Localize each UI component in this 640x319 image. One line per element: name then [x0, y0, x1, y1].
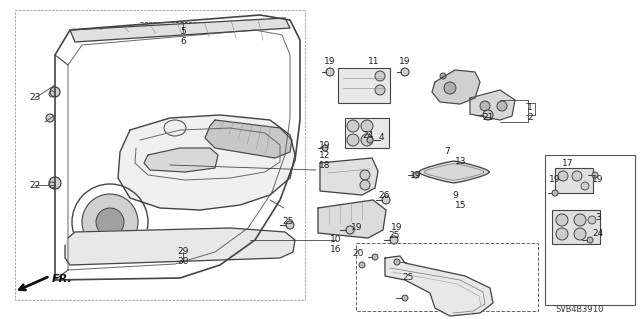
Circle shape: [96, 208, 124, 236]
Text: 19: 19: [324, 57, 336, 66]
Text: 23: 23: [29, 93, 41, 102]
Circle shape: [286, 221, 294, 229]
Circle shape: [347, 120, 359, 132]
Polygon shape: [419, 161, 489, 183]
Circle shape: [556, 214, 568, 226]
Circle shape: [402, 295, 408, 301]
Text: 19: 19: [319, 140, 331, 150]
Circle shape: [322, 145, 328, 151]
Circle shape: [82, 194, 138, 250]
Text: 25: 25: [388, 232, 400, 241]
Text: FR.: FR.: [52, 274, 73, 284]
Text: 24: 24: [593, 228, 604, 238]
Text: 6: 6: [180, 38, 186, 47]
Circle shape: [574, 214, 586, 226]
Text: 18: 18: [319, 160, 331, 169]
Bar: [555, 168, 593, 193]
Text: 3: 3: [595, 213, 601, 222]
Text: 19: 19: [399, 57, 411, 66]
Text: 2: 2: [527, 114, 533, 122]
Text: 24: 24: [362, 131, 374, 140]
Text: 7: 7: [444, 147, 450, 157]
Polygon shape: [432, 70, 480, 104]
Polygon shape: [318, 200, 386, 238]
Polygon shape: [65, 228, 295, 265]
Text: 26: 26: [378, 191, 390, 201]
Text: 9: 9: [452, 191, 458, 201]
Text: 19: 19: [592, 175, 604, 184]
Circle shape: [367, 137, 373, 143]
Text: 20: 20: [352, 249, 364, 257]
Polygon shape: [70, 18, 290, 42]
Text: 29: 29: [177, 248, 189, 256]
Circle shape: [375, 85, 385, 95]
Circle shape: [50, 87, 60, 97]
Text: 4: 4: [378, 133, 384, 143]
Circle shape: [361, 134, 373, 146]
Circle shape: [592, 172, 598, 178]
Text: 30: 30: [177, 257, 189, 266]
Bar: [552, 210, 600, 244]
Circle shape: [581, 182, 589, 190]
Text: 16: 16: [330, 244, 342, 254]
Polygon shape: [144, 148, 218, 172]
Text: 19: 19: [410, 170, 422, 180]
Circle shape: [375, 71, 385, 81]
Circle shape: [497, 101, 507, 111]
Circle shape: [588, 216, 596, 224]
Bar: [356, 243, 538, 311]
Text: 11: 11: [368, 57, 380, 66]
Circle shape: [574, 228, 586, 240]
Circle shape: [347, 134, 359, 146]
Text: 19: 19: [391, 224, 403, 233]
Text: 22: 22: [29, 181, 40, 189]
Text: 21: 21: [483, 114, 493, 122]
Text: 12: 12: [319, 151, 331, 160]
Circle shape: [372, 254, 378, 260]
Circle shape: [359, 262, 365, 268]
Text: 1: 1: [527, 103, 533, 113]
Polygon shape: [118, 115, 295, 210]
Circle shape: [49, 177, 61, 189]
Circle shape: [480, 101, 490, 111]
Polygon shape: [470, 90, 515, 120]
Circle shape: [360, 180, 370, 190]
Bar: [345, 118, 389, 148]
Circle shape: [401, 68, 409, 76]
Text: 15: 15: [455, 202, 467, 211]
Circle shape: [444, 82, 456, 94]
Circle shape: [394, 259, 400, 265]
Text: 13: 13: [455, 158, 467, 167]
Polygon shape: [385, 256, 493, 316]
Text: 19: 19: [351, 224, 363, 233]
Circle shape: [390, 236, 398, 244]
Circle shape: [46, 114, 54, 122]
Bar: [15, 10, 305, 300]
Text: 10: 10: [330, 234, 342, 243]
Text: 19: 19: [549, 175, 561, 184]
Text: SVB4B3910: SVB4B3910: [555, 305, 604, 314]
Circle shape: [440, 73, 446, 79]
Circle shape: [587, 237, 593, 243]
Circle shape: [483, 110, 493, 120]
Circle shape: [346, 226, 354, 234]
Circle shape: [556, 228, 568, 240]
Text: 25: 25: [282, 217, 294, 226]
Circle shape: [572, 171, 582, 181]
Text: 17: 17: [563, 159, 573, 167]
Bar: [338, 68, 390, 103]
Polygon shape: [205, 120, 292, 158]
Circle shape: [326, 68, 334, 76]
Text: 25: 25: [403, 273, 413, 283]
Bar: [545, 155, 635, 305]
Polygon shape: [320, 158, 378, 195]
Circle shape: [360, 170, 370, 180]
Text: 5: 5: [180, 27, 186, 36]
Circle shape: [361, 120, 373, 132]
Circle shape: [413, 172, 419, 178]
Circle shape: [558, 171, 568, 181]
Circle shape: [382, 196, 390, 204]
Circle shape: [552, 190, 558, 196]
